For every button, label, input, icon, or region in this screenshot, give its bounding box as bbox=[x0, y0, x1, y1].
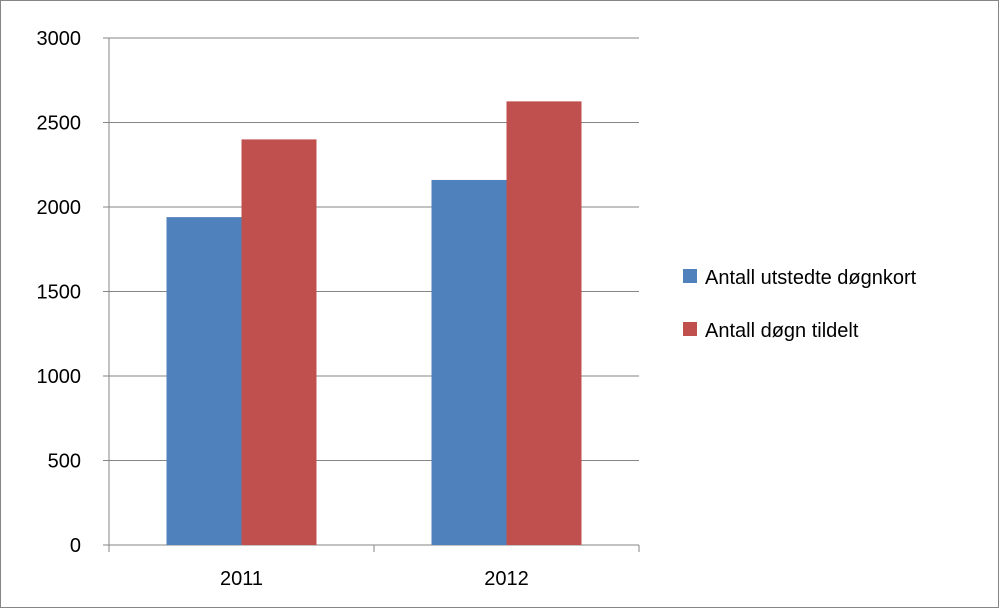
bar-antall-d-gn-tildelt-2012 bbox=[506, 101, 582, 545]
bar-antall-d-gn-tildelt-2011 bbox=[241, 139, 317, 545]
y-tick-label: 2000 bbox=[37, 197, 82, 219]
y-tick-label: 500 bbox=[48, 451, 81, 473]
legend-swatch bbox=[683, 322, 697, 336]
y-tick-label: 1000 bbox=[37, 366, 82, 388]
x-tick-label: 2011 bbox=[220, 568, 263, 590]
bar-antall-utstedte-d-gnkort-2011 bbox=[166, 217, 242, 545]
x-tick-label: 2012 bbox=[484, 568, 529, 590]
legend-label: Antall utstedte døgnkort bbox=[705, 267, 917, 289]
y-tick-label: 0 bbox=[70, 535, 81, 557]
legend-label: Antall døgn tildelt bbox=[705, 320, 859, 342]
y-tick-label: 1500 bbox=[37, 282, 82, 304]
legend-swatch bbox=[683, 269, 697, 283]
bar-antall-utstedte-d-gnkort-2012 bbox=[431, 179, 507, 545]
y-tick-label: 2500 bbox=[37, 113, 82, 135]
y-tick-label: 3000 bbox=[37, 28, 82, 50]
